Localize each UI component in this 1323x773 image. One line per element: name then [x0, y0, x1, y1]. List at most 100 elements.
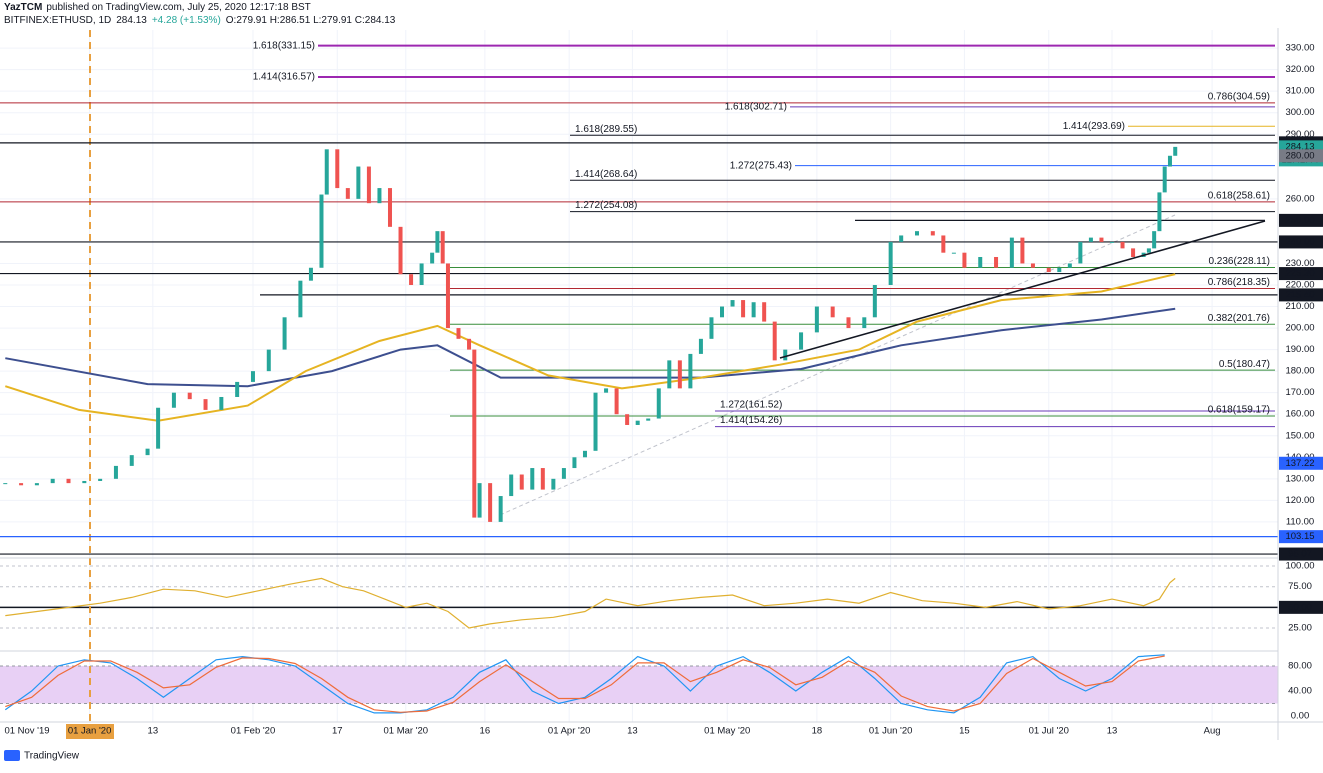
candle	[540, 468, 545, 490]
candle	[814, 306, 819, 333]
price-label-box	[1279, 530, 1323, 544]
price-label: 284.13	[1285, 141, 1314, 152]
candle	[472, 349, 477, 518]
x-tick-label: 16	[480, 726, 491, 737]
price-label: 215.40	[1285, 289, 1314, 300]
x-axis: 01 Nov '19 01 Jan '20 13 01 Feb '20 17 01 Mar…	[4, 726, 1220, 737]
candle	[440, 231, 445, 264]
candle	[282, 317, 287, 350]
candle	[978, 256, 983, 268]
candle	[298, 280, 303, 318]
candle	[419, 263, 424, 285]
fib-label: 1.272(254.08)	[575, 200, 637, 211]
candle	[435, 231, 440, 253]
candle	[324, 149, 329, 195]
candle	[1057, 267, 1062, 273]
candle	[156, 407, 161, 449]
price-label: 137.22	[1285, 458, 1314, 469]
x-tick-label: 17	[332, 726, 343, 737]
candle	[941, 235, 946, 253]
header-line-1: YazTCM published on TradingView.com, July…	[4, 2, 311, 13]
y-tick-label: 180.00	[1285, 366, 1314, 377]
fib-label: 0.786(304.59)	[1208, 91, 1270, 102]
candle	[1157, 192, 1162, 232]
trendline	[779, 220, 1266, 359]
x-tick-label: 18	[812, 726, 823, 737]
candle	[266, 349, 271, 372]
fib-label: 0.618(159.17)	[1208, 405, 1270, 416]
candle	[667, 360, 672, 389]
y-tick-label: 210.00	[1285, 301, 1314, 312]
candle	[335, 149, 340, 189]
candle	[1067, 263, 1072, 268]
candle	[129, 455, 134, 466]
brand-logo	[4, 750, 20, 761]
price-label-box	[1279, 149, 1323, 163]
brand: TradingView	[24, 751, 80, 762]
candle	[625, 414, 630, 425]
y-tick-label: 300.00	[1285, 107, 1314, 118]
candle	[1173, 146, 1178, 156]
candle	[1152, 231, 1157, 249]
candle	[250, 371, 255, 382]
ohlc: O:279.91 H:286.51 L:279.91 C:284.13	[226, 15, 396, 26]
candle	[751, 302, 756, 318]
candle	[899, 235, 904, 242]
author: YazTCM	[4, 2, 42, 13]
symbol: BITFINEX:ETHUSD, 1D	[4, 15, 111, 26]
candle	[377, 188, 382, 204]
candle	[477, 483, 482, 518]
candle	[50, 478, 55, 484]
published: published on TradingView.com, July 25, 2…	[46, 2, 310, 13]
y-tick-label: 310.00	[1285, 86, 1314, 97]
price-label-box	[1279, 288, 1323, 302]
candle	[187, 392, 192, 400]
price-label: 225.30	[1285, 268, 1314, 279]
candle	[1099, 237, 1104, 242]
candle	[582, 450, 587, 458]
candle	[308, 267, 313, 281]
candle	[604, 388, 609, 393]
y-tick-label: 150.00	[1285, 430, 1314, 441]
candle	[1078, 241, 1083, 264]
candle	[730, 300, 735, 307]
candle	[3, 483, 8, 485]
candle	[498, 496, 503, 522]
y-tick-label: 320.00	[1285, 64, 1314, 75]
candle	[677, 360, 682, 389]
candle	[409, 274, 414, 285]
y-tick-label: 50.00	[1288, 602, 1312, 613]
x-tick-label: 01 Feb '20	[231, 726, 276, 737]
x-tick-label: 13	[627, 726, 638, 737]
x-tick-label: 15	[959, 726, 970, 737]
moving-average	[4, 273, 1176, 422]
candle	[387, 188, 392, 227]
x-tick-label: 01 Apr '20	[548, 726, 591, 737]
candle	[862, 317, 867, 329]
y-tick-label: 130.00	[1285, 473, 1314, 484]
candle	[356, 166, 361, 199]
candle	[1020, 237, 1025, 264]
x-tick-label: 01 Jan '20	[68, 726, 112, 737]
candle	[98, 478, 103, 481]
fib-label: 0.618(258.61)	[1208, 190, 1270, 201]
x-tick-label: 01 Jul '20	[1029, 726, 1069, 737]
price-label: 103.15	[1285, 531, 1314, 542]
candle	[698, 338, 703, 354]
fib-label: 0.382(201.76)	[1208, 313, 1270, 324]
y-tick-label: 170.00	[1285, 387, 1314, 398]
x-tick-label: 01 Mar '20	[384, 726, 429, 737]
fib-label: 0.5(180.47)	[1219, 359, 1270, 370]
indicators	[4, 577, 1176, 714]
fib-label: 1.618(302.71)	[725, 102, 787, 113]
candle	[1167, 155, 1172, 167]
candle	[203, 399, 208, 410]
y-tick-label: 25.00	[1288, 623, 1312, 634]
y-tick-label: 230.00	[1285, 258, 1314, 269]
candle	[709, 317, 714, 339]
y-tick-label: 190.00	[1285, 344, 1314, 355]
candle	[720, 306, 725, 318]
levels: 1.618(331.15) 1.414(316.57) 0.786(304.59) 1…	[0, 40, 1278, 555]
candle	[994, 256, 999, 268]
